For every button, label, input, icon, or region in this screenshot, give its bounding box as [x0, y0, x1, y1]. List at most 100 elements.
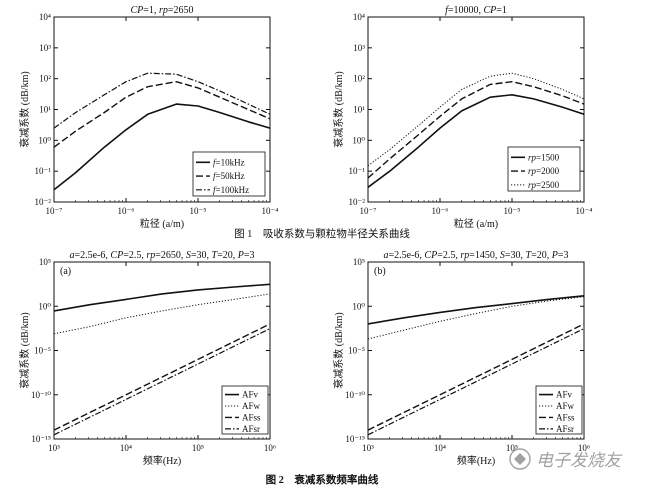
- fig1-caption: 图 1 吸收系数与颗粒物半径关系曲线: [234, 227, 410, 240]
- series-line-rp1500: [367, 94, 585, 188]
- chart-title-part: P: [551, 250, 558, 261]
- y-tick-label: 10⁻¹⁰: [31, 390, 51, 400]
- series-line-afsr: [53, 328, 271, 436]
- chart-title-part: rp: [159, 5, 168, 16]
- chart-title-part: =2650: [168, 5, 194, 16]
- x-tick-label: 10⁻⁴: [576, 206, 593, 216]
- chart-title: a=2.5e-6, CP=2.5, rp=2650, S=30, T=20, P…: [70, 250, 255, 261]
- legend-label-var: rp: [528, 166, 537, 176]
- watermark: 电子发烧友: [509, 448, 623, 470]
- legend-label: rp=2000: [528, 166, 560, 176]
- chart-title-part: f: [445, 5, 449, 16]
- chart-title-part: =2.5,: [437, 250, 460, 261]
- legend-label-var: f: [213, 157, 217, 167]
- y-tick-label: 10⁻¹: [349, 166, 366, 176]
- legend-label: AFw: [242, 401, 261, 411]
- watermark-text: 电子发烧友: [536, 451, 623, 470]
- legend-label-var: rp: [528, 152, 537, 162]
- legend-box: [507, 146, 581, 192]
- series-line-afss: [367, 323, 585, 431]
- y-tick-label: 10⁵: [39, 257, 51, 267]
- chart-title-part: =1: [496, 5, 507, 16]
- legend-box: [192, 151, 266, 197]
- chart-title-part: rp: [460, 250, 469, 261]
- series-line-f100khz: [53, 72, 271, 129]
- x-axis-label: 频率(Hz): [457, 454, 495, 467]
- x-tick-label: 10⁵: [192, 443, 204, 453]
- x-tick-label: 10⁻⁵: [190, 206, 207, 216]
- chart-title-part: T: [526, 250, 533, 261]
- y-axis-label: 衰减系数 (dB/km): [18, 312, 31, 388]
- chart-1: 10⁻⁷ 10⁻⁶ 10⁻⁵ 10⁻⁴ 10⁻² 10⁻¹ 10⁰ 10¹ 10² 10³ 10⁴ 粒…: [18, 5, 278, 230]
- chart-title-part: =1450,: [469, 250, 500, 261]
- y-tick-label: 10⁻²: [349, 197, 366, 207]
- chart-title-part: =10000,: [448, 5, 484, 16]
- chart-4: 10³ 10⁴ 10⁵ 10⁶ 10⁻¹⁵ 10⁻¹⁰ 10⁻⁵ 10⁰ 10⁵ 频率(Hz) 衰减…: [332, 250, 590, 467]
- x-tick-label: 10⁴: [120, 443, 132, 453]
- series-line-afw: [367, 296, 585, 340]
- chart-title-part: P: [237, 250, 244, 261]
- chart-title-part: =3: [558, 250, 569, 261]
- x-axis-label: 粒径 (a/m): [140, 217, 184, 230]
- y-tick-label: 10⁴: [39, 12, 51, 22]
- y-tick-label: 10⁰: [352, 135, 365, 145]
- chart-title-part: CP: [484, 5, 497, 16]
- y-tick-label: 10⁰: [352, 301, 365, 311]
- x-tick-label: 10⁶: [264, 443, 276, 453]
- y-tick-label: 10⁴: [353, 12, 365, 22]
- legend-label: AFsr: [556, 424, 574, 434]
- legend-label: rp=2500: [528, 180, 560, 190]
- fig2-caption: 图 2 衰减系数频率曲线: [266, 473, 379, 486]
- x-tick-label: 10⁴: [434, 443, 446, 453]
- x-tick-label: 10⁵: [506, 443, 518, 453]
- x-tick-label: 10³: [362, 443, 374, 453]
- y-tick-label: 10¹: [353, 105, 365, 115]
- series-line-rp2000: [367, 81, 585, 179]
- x-tick-label: 10⁻⁵: [504, 206, 521, 216]
- x-tick-label: 10⁻⁶: [118, 206, 135, 216]
- chart-title-part: a: [384, 250, 389, 261]
- chart-title-part: =1,: [143, 5, 159, 16]
- chart-title-part: =20,: [217, 250, 238, 261]
- chart-title-part: CP: [131, 5, 144, 16]
- panel-label: (b): [374, 266, 386, 277]
- watermark-logo-mark: [514, 453, 526, 465]
- chart-title-part: =2.5e-6,: [75, 250, 111, 261]
- chart-title-part: =3: [244, 250, 255, 261]
- legend-label-var: f: [213, 185, 217, 195]
- x-tick-label: 10⁶: [578, 443, 590, 453]
- x-axis-label: 频率(Hz): [143, 454, 181, 467]
- legend-label-var: rp: [528, 180, 537, 190]
- y-tick-label: 10⁻¹: [35, 166, 52, 176]
- chart-title-part: CP: [110, 250, 123, 261]
- x-tick-label: 10³: [48, 443, 60, 453]
- chart-title-part: =20,: [531, 250, 552, 261]
- y-tick-label: 10⁻²: [35, 197, 52, 207]
- chart-title: a=2.5e-6, CP=2.5, rp=1450, S=30, T=20, P…: [384, 250, 569, 261]
- y-tick-label: 10⁻⁵: [348, 346, 365, 356]
- chart-title-part: =2650,: [155, 250, 186, 261]
- panel-label: (a): [60, 266, 71, 277]
- chart-title-part: =2.5e-6,: [389, 250, 425, 261]
- x-tick-label: 10⁻⁷: [46, 206, 63, 216]
- y-tick-label: 10⁰: [38, 301, 51, 311]
- legend-label-value: =10kHz: [216, 157, 245, 167]
- x-tick-label: 10⁻⁶: [432, 206, 449, 216]
- legend-label: AFsr: [242, 424, 260, 434]
- y-axis-label: 衰减系数 (dB/km): [332, 71, 345, 147]
- legend-label: rp=1500: [528, 152, 560, 162]
- chart-title-part: CP: [424, 250, 437, 261]
- y-tick-label: 10³: [353, 43, 365, 53]
- legend-label-value: =100kHz: [216, 185, 250, 195]
- y-tick-label: 10²: [39, 74, 51, 84]
- y-tick-label: 10⁻¹⁵: [345, 434, 365, 444]
- chart-title: f=10000, CP=1: [445, 5, 507, 16]
- series-line-afsr: [367, 328, 585, 436]
- legend-label-value: =2500: [536, 180, 560, 190]
- series-line-afw: [53, 293, 271, 335]
- legend-label: AFss: [556, 412, 575, 422]
- legend-label: AFss: [242, 412, 261, 422]
- charts-layer: 10⁻⁷ 10⁻⁶ 10⁻⁵ 10⁻⁴ 10⁻² 10⁻¹ 10⁰ 10¹ 10² 10³ 10⁴ 粒…: [18, 5, 592, 467]
- y-tick-label: 10⁰: [38, 135, 51, 145]
